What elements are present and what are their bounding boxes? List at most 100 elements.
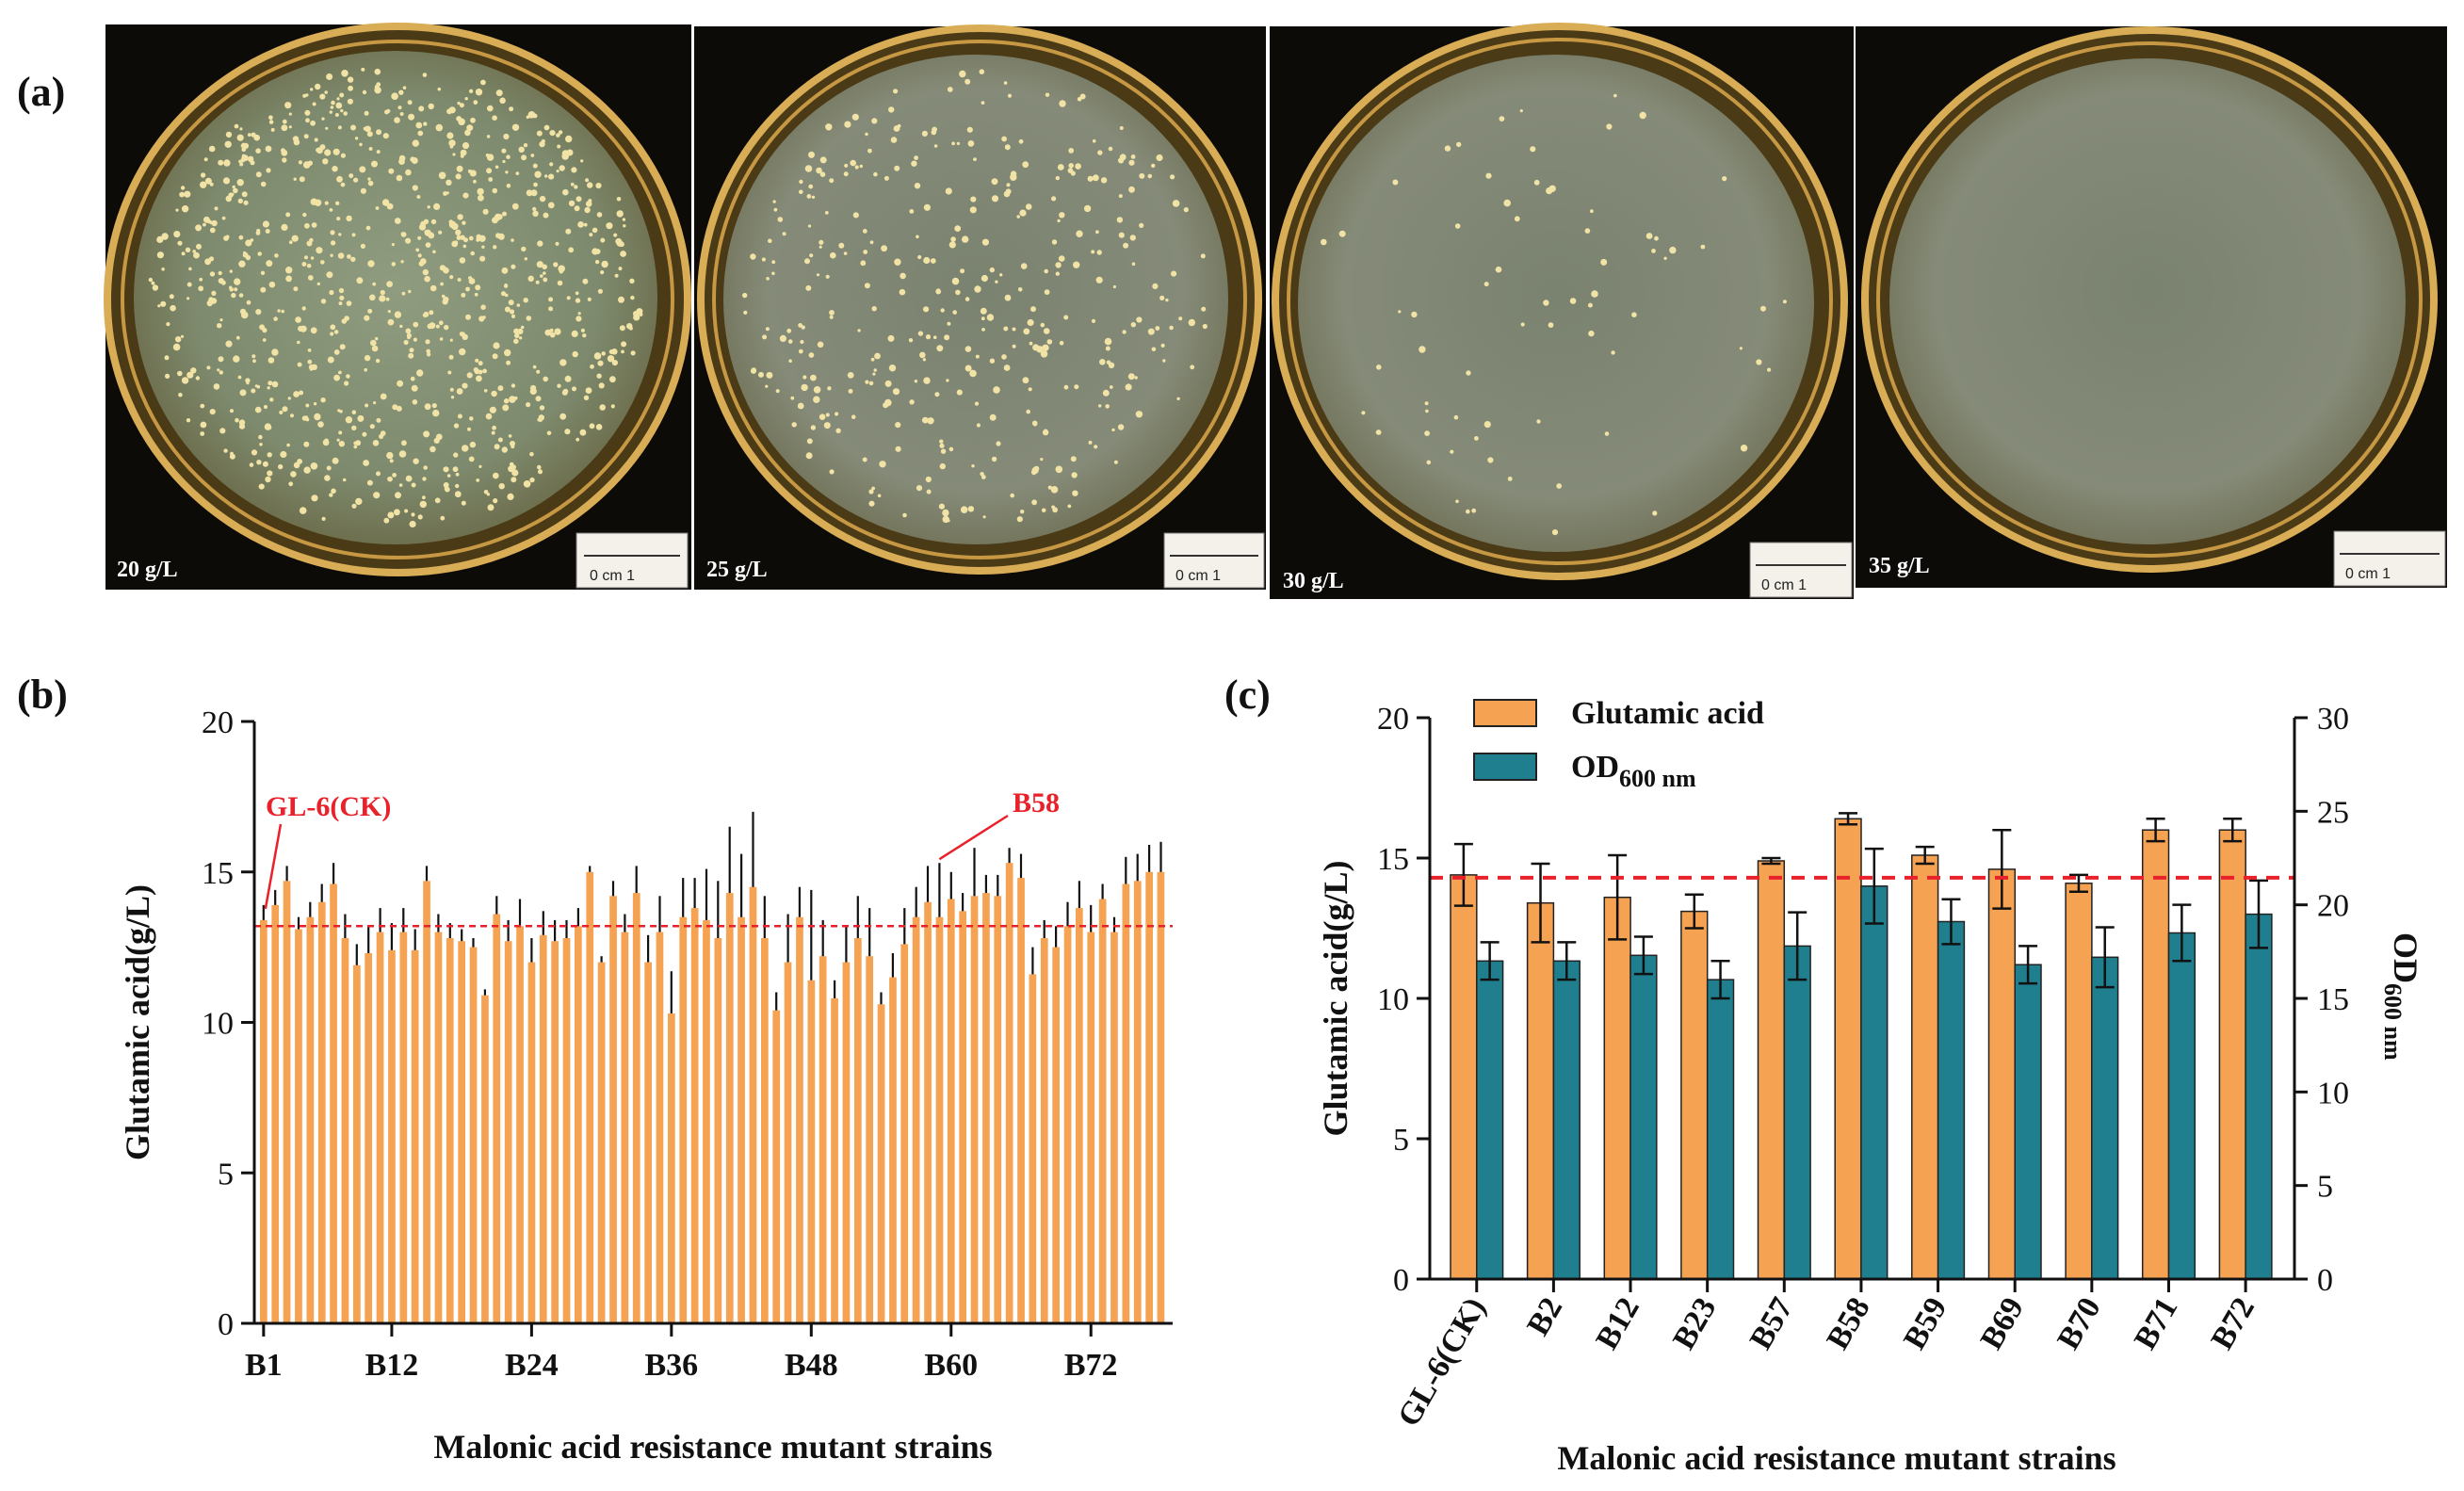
- colony: [397, 105, 402, 110]
- colony: [825, 274, 830, 279]
- bar: [819, 956, 827, 1323]
- bar: [807, 980, 816, 1323]
- colony: [1073, 261, 1080, 268]
- colony: [543, 271, 546, 275]
- colony: [1392, 179, 1399, 186]
- bar-od: [1783, 945, 1811, 1280]
- colony: [184, 190, 191, 198]
- bar: [772, 1010, 781, 1323]
- bar: [796, 916, 803, 1323]
- colony: [268, 120, 274, 124]
- colony: [829, 469, 835, 475]
- colony: [843, 171, 849, 177]
- colony: [195, 376, 201, 381]
- colony: [538, 469, 543, 475]
- colony: [1067, 504, 1072, 509]
- colony: [1004, 144, 1011, 151]
- colony: [532, 163, 538, 169]
- colony: [478, 194, 484, 202]
- colony: [219, 370, 223, 375]
- colony: [342, 478, 347, 482]
- colony: [351, 410, 357, 415]
- colony: [1426, 460, 1432, 465]
- colony: [558, 130, 563, 135]
- colony: [1111, 428, 1115, 432]
- colony: [536, 130, 543, 137]
- colony: [391, 243, 395, 247]
- colony: [969, 206, 977, 214]
- colony: [1130, 322, 1137, 328]
- colony: [368, 147, 373, 151]
- colony: [299, 176, 305, 183]
- colony: [965, 297, 970, 301]
- colony: [513, 338, 519, 345]
- colony: [499, 97, 506, 105]
- colony: [1130, 154, 1136, 159]
- colony: [960, 268, 965, 274]
- colony: [307, 359, 313, 365]
- colony: [169, 294, 174, 300]
- colony: [223, 159, 231, 167]
- colony: [773, 207, 778, 212]
- colony: [270, 127, 275, 132]
- colony: [1139, 172, 1145, 179]
- colony: [332, 457, 339, 464]
- bar-glutamic: [1834, 818, 1862, 1280]
- bar: [1052, 947, 1060, 1323]
- colony: [969, 369, 977, 378]
- colony: [443, 267, 449, 274]
- colony: [810, 374, 817, 381]
- colony: [516, 303, 521, 307]
- colony: [355, 440, 362, 446]
- colony: [482, 368, 487, 374]
- colony: [888, 106, 895, 113]
- bar: [586, 871, 594, 1324]
- colony: [1139, 222, 1144, 228]
- colony: [360, 243, 365, 249]
- colony: [1108, 362, 1115, 368]
- colony: [440, 282, 444, 286]
- colony: [152, 284, 159, 291]
- colony: [630, 350, 636, 356]
- x-tick-label: B72: [1064, 1348, 1118, 1383]
- bar: [761, 938, 769, 1323]
- colony: [186, 297, 190, 300]
- colony: [321, 117, 325, 121]
- colony: [618, 296, 624, 303]
- colony: [330, 332, 334, 336]
- colony: [873, 368, 877, 372]
- colony: [457, 278, 462, 282]
- colony: [314, 138, 318, 142]
- colony: [786, 328, 792, 333]
- colony: [299, 507, 307, 514]
- colony: [370, 339, 377, 347]
- bar: [317, 901, 326, 1323]
- colony: [303, 134, 309, 139]
- colony: [1170, 174, 1175, 180]
- colony: [422, 477, 427, 481]
- colony: [416, 369, 424, 377]
- colony: [583, 395, 590, 400]
- colony: [446, 179, 452, 186]
- colony: [991, 178, 998, 186]
- colony: [456, 388, 463, 395]
- colony: [229, 285, 233, 289]
- colony: [950, 236, 956, 242]
- colony: [373, 492, 381, 499]
- y-right-tick-label: 25: [2317, 795, 2349, 830]
- colony: [1425, 409, 1429, 413]
- colony: [502, 211, 507, 217]
- colony: [257, 251, 263, 256]
- colony: [1055, 465, 1063, 474]
- colony: [1098, 404, 1102, 408]
- colony: [265, 476, 271, 483]
- colony: [442, 299, 448, 305]
- colony: [862, 229, 867, 234]
- colony: [965, 78, 971, 85]
- colony: [1530, 146, 1536, 153]
- colony: [229, 453, 235, 460]
- colony: [991, 195, 999, 203]
- colony: [463, 237, 468, 243]
- colony: [743, 310, 748, 315]
- colony: [407, 100, 413, 105]
